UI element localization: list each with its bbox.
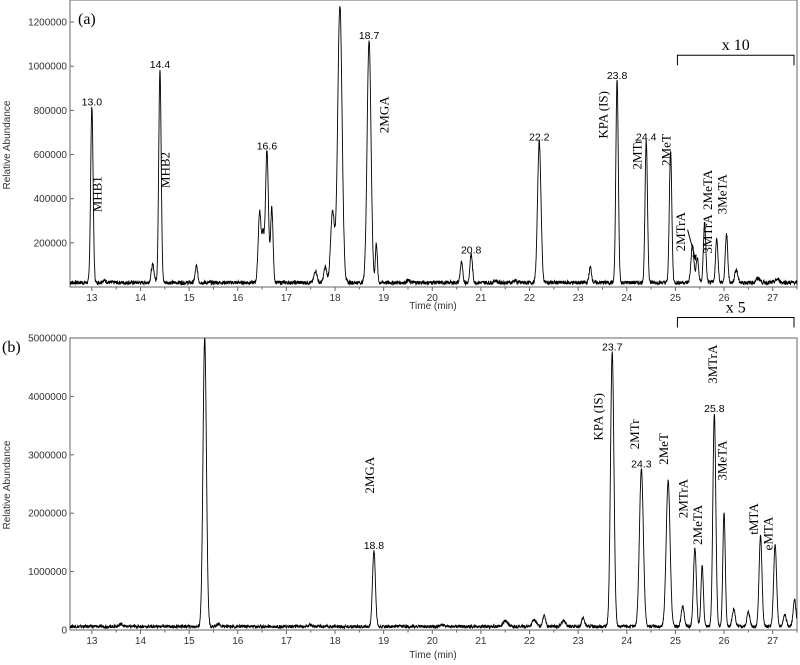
peak-retention-label: 24.3 xyxy=(631,458,652,470)
peak-retention-label: 18.8 xyxy=(364,540,385,552)
panel-b-y-axis-label: Relative Abundance xyxy=(2,440,13,529)
panel-b-trace xyxy=(69,337,798,630)
compound-label: 2MTrA xyxy=(673,212,688,252)
x-tick-label: 15 xyxy=(184,293,196,304)
x-tick-label: 23 xyxy=(573,636,585,647)
x-tick-label: 16 xyxy=(232,636,244,647)
x-tick-label: 20 xyxy=(427,636,439,647)
x-tick-label: 25 xyxy=(670,293,682,304)
peak-retention-label: 18.7 xyxy=(359,30,380,42)
panel-a-y-ticks: 200000 400000 600000 800000 1000000 1200000 xyxy=(28,18,74,249)
x-tick-label: 13 xyxy=(86,293,98,304)
panel-a-y-axis-label: Relative Abundance xyxy=(2,100,13,189)
compound-label: 2MeTA xyxy=(700,169,715,210)
peak-retention-label: 14.4 xyxy=(150,59,171,71)
x-tick-label: 19 xyxy=(378,293,390,304)
compound-label: 2MTr xyxy=(629,139,644,170)
compound-label: MHB2 xyxy=(158,152,173,188)
arrow-head xyxy=(692,254,697,261)
x-tick-label: 20 xyxy=(427,293,439,304)
x-tick-label: 17 xyxy=(281,293,293,304)
y-tick-label: 800000 xyxy=(34,106,68,117)
compound-label: 3MeTA xyxy=(715,174,730,215)
compound-label: eMTA xyxy=(761,516,776,550)
x-tick-label: 22 xyxy=(524,293,536,304)
panel-a-x-axis-label: Time (min) xyxy=(409,301,456,312)
peak-retention-label: 24.4 xyxy=(636,132,657,144)
x-tick-label: 25 xyxy=(670,636,682,647)
compound-label: 2MeT xyxy=(659,134,674,166)
x-tick-label: 15 xyxy=(184,636,196,647)
x-tick-label: 19 xyxy=(378,636,390,647)
panel-b-labels: 18.8 23.7 24.3 25.8 2MGA KPA (IS) 2MTr 2MeT 2MTr… xyxy=(362,300,795,552)
x-tick-label: 21 xyxy=(475,293,487,304)
compound-label: KPA (IS) xyxy=(595,91,610,139)
compound-label: 2MTr xyxy=(627,419,642,450)
x-tick-label: 22 xyxy=(524,636,536,647)
x-tick-label: 17 xyxy=(281,636,293,647)
y-tick-label: 200000 xyxy=(34,238,68,249)
x-tick-label: 13 xyxy=(86,636,98,647)
panel-b-x-axis-label: Time (min) xyxy=(409,650,456,661)
panel-a-label: (a) xyxy=(78,11,96,28)
peak-retention-label: 20.8 xyxy=(461,244,482,256)
scale-multiplier-label: x 10 xyxy=(722,37,750,54)
x-tick-label: 26 xyxy=(718,636,730,647)
compound-label: MHB1 xyxy=(90,176,105,212)
x-tick-label: 18 xyxy=(329,636,341,647)
panel-a: 200000 400000 600000 800000 1000000 1200000 1… xyxy=(2,0,798,312)
peak-retention-label: 22.2 xyxy=(529,132,550,144)
panel-b-plot-frame xyxy=(69,337,798,631)
y-tick-label: 1000000 xyxy=(28,62,67,73)
y-tick-label: 1000000 xyxy=(28,567,67,578)
peak-retention-label: 23.8 xyxy=(607,70,628,82)
compound-label: 3MTrA xyxy=(700,214,715,254)
x-tick-label: 27 xyxy=(767,636,779,647)
compound-label: 2MGA xyxy=(377,96,392,133)
peak-retention-label: 16.6 xyxy=(257,141,278,153)
panel-b-x-ticks: 13 14 15 16 17 18 19 20 21 22 23 24 25 26 27 xyxy=(86,630,798,647)
x-tick-label: 23 xyxy=(573,293,585,304)
peak-retention-label: 13.0 xyxy=(82,96,103,108)
x-tick-label: 24 xyxy=(621,636,633,647)
y-tick-label: 600000 xyxy=(34,150,68,161)
compound-label: 2MTrA xyxy=(676,478,691,518)
compound-label: tMTA xyxy=(746,503,761,535)
x-tick-label: 27 xyxy=(767,293,779,304)
compound-label: 3MeTA xyxy=(715,440,730,481)
compound-label: KPA (IS) xyxy=(591,393,606,441)
compound-label: 3MTrA xyxy=(705,344,720,384)
x-tick-label: 18 xyxy=(329,293,341,304)
y-tick-label: 2000000 xyxy=(28,509,67,520)
scale-multiplier-label: x 5 xyxy=(726,300,746,317)
scale-bracket xyxy=(676,317,795,328)
x-tick-label: 14 xyxy=(135,293,147,304)
x-tick-label: 26 xyxy=(718,293,730,304)
panel-b-y-ticks: 0 1000000 2000000 3000000 4000000 5000000 xyxy=(28,334,74,637)
y-tick-label: 400000 xyxy=(34,194,68,205)
compound-label: 2MeT xyxy=(656,433,671,465)
peak-retention-label: 25.8 xyxy=(704,403,725,415)
x-tick-label: 14 xyxy=(135,636,147,647)
scale-bracket xyxy=(676,54,795,66)
peak-retention-label: 23.7 xyxy=(602,342,623,354)
y-tick-label: 1200000 xyxy=(28,18,67,29)
panel-a-x-ticks: 13 14 15 16 17 18 19 20 21 22 23 24 25 26 27 xyxy=(86,287,798,304)
panel-b-label: (b) xyxy=(2,339,21,356)
y-tick-label: 5000000 xyxy=(28,334,67,345)
x-tick-label: 16 xyxy=(232,293,244,304)
panel-a-labels: 13.0 14.4 16.6 18.7 20.8 22.2 23.8 24.4 MHB1 MHB2… xyxy=(82,30,795,261)
compound-label: 2MGA xyxy=(362,456,377,493)
y-tick-label: 0 xyxy=(61,626,67,637)
x-tick-label: 21 xyxy=(475,636,487,647)
y-tick-label: 4000000 xyxy=(28,392,67,403)
panel-a-plot-frame xyxy=(69,0,798,288)
panel-a-trace xyxy=(69,6,798,287)
x-tick-label: 24 xyxy=(621,293,633,304)
compound-label: 2MeTA xyxy=(690,504,705,545)
y-tick-label: 3000000 xyxy=(28,450,67,461)
